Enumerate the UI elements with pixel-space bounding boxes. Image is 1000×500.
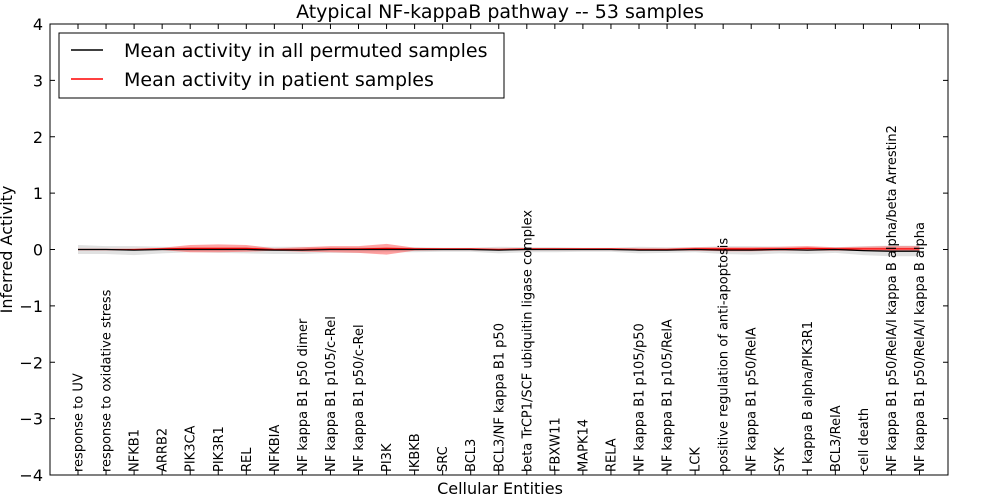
- x-category-label: positive regulation of anti-apoptosis: [717, 238, 732, 472]
- x-axis-title: Cellular Entities: [437, 479, 563, 498]
- chart-title: Atypical NF-kappaB pathway -- 53 samples: [296, 1, 704, 23]
- x-category-label: NF kappa B1 p50/RelA/I kappa B alpha: [913, 222, 928, 472]
- legend: Mean activity in all permuted samples Me…: [58, 32, 505, 99]
- x-category-label: NFKB1: [128, 429, 143, 472]
- x-category-label: BCL3/NF kappa B1 p50: [492, 323, 507, 472]
- x-category-label: I kappa B alpha/PIK3R1: [801, 321, 816, 472]
- y-tick-label: 1: [33, 184, 43, 203]
- x-category-label: response to UV: [72, 373, 87, 472]
- x-axis: response to UV response to oxidative stre…: [72, 24, 928, 475]
- x-category-label: NFKBIA: [268, 425, 283, 472]
- x-category-label: SYK: [773, 447, 788, 472]
- line-permuted: [78, 248, 920, 252]
- y-tick-label: −2: [19, 353, 43, 372]
- x-category-label: NF kappa B1 p105/RelA: [661, 319, 676, 472]
- x-category-label: BCL3: [464, 439, 479, 472]
- y-axis-title: Inferred Activity: [0, 186, 16, 314]
- x-category-label: RELA: [605, 438, 620, 472]
- x-category-label: IKBKB: [408, 433, 423, 472]
- y-tick-label: −1: [19, 297, 43, 316]
- x-category-label: REL: [240, 447, 255, 472]
- y-tick-label: −3: [19, 410, 43, 429]
- x-category-label: BCL3/RelA: [829, 405, 844, 472]
- y-tick-label: 4: [33, 15, 43, 34]
- y-tick-label: 2: [33, 128, 43, 147]
- y-tick-label: 3: [33, 71, 43, 90]
- x-category-label: response to oxidative stress: [100, 289, 115, 472]
- x-category-label: NF kappa B1 p105/p50: [633, 323, 648, 472]
- y-tick-label: −4: [19, 466, 43, 485]
- y-axis: −4 −3 −2 −1 0 1 2 3 4: [19, 15, 948, 485]
- x-category-label: NF kappa B1 p105/c-Rel: [324, 316, 339, 472]
- y-tick-label: 0: [33, 241, 43, 260]
- x-category-label: PIK3R1: [212, 426, 227, 472]
- x-category-label: LCK: [689, 447, 704, 472]
- x-category-label: NF kappa B1 p50 dimer: [296, 318, 311, 472]
- legend-box: [58, 32, 505, 99]
- series-lines: [78, 247, 920, 252]
- x-category-label: FBXW11: [548, 417, 563, 472]
- legend-label-permuted: Mean activity in all permuted samples: [124, 40, 487, 62]
- x-category-label: cell death: [857, 408, 872, 472]
- x-category-label: NF kappa B1 p50/c-Rel: [352, 324, 367, 472]
- x-category-label: beta TrCP1/SCF ubiquitin ligase complex: [520, 210, 535, 472]
- x-category-label: ARRB2: [156, 428, 171, 472]
- x-category-label: SRC: [436, 446, 451, 472]
- x-category-label: PI3K: [380, 443, 395, 472]
- x-category-label: MAPK14: [576, 419, 591, 472]
- legend-label-patient: Mean activity in patient samples: [124, 69, 434, 91]
- x-category-label: NF kappa B1 p50/RelA: [745, 327, 760, 472]
- x-category-label: NF kappa B1 p50/RelA/I kappa B alpha/bet…: [885, 125, 900, 472]
- x-category-label: PIK3CA: [184, 425, 199, 472]
